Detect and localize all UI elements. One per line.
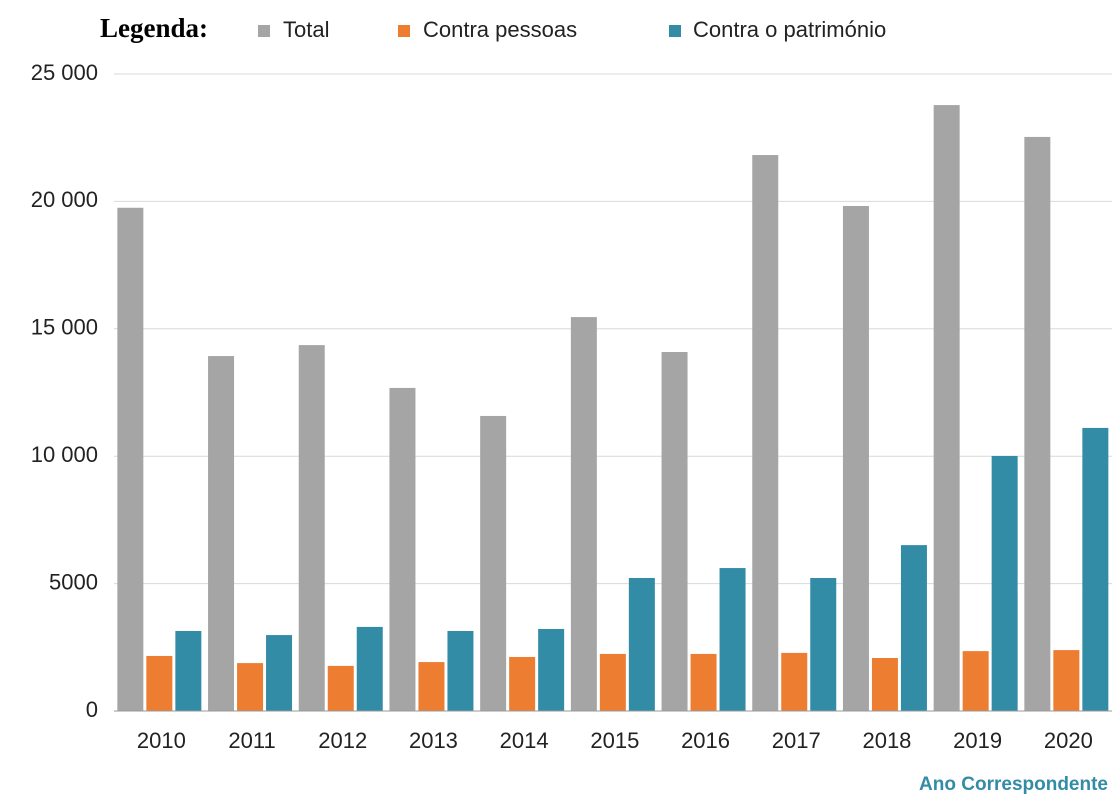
bar xyxy=(599,653,626,711)
legend-label: Total xyxy=(283,17,329,42)
bar xyxy=(327,665,354,711)
x-tick-label: 2019 xyxy=(953,728,1002,753)
x-tick-label: 2017 xyxy=(772,728,821,753)
x-tick-label: 2015 xyxy=(590,728,639,753)
legend-swatch xyxy=(258,25,270,37)
legend-swatch xyxy=(669,25,681,37)
bar xyxy=(538,628,565,711)
legend-swatch xyxy=(398,25,410,37)
bar xyxy=(842,205,869,712)
x-tick-label: 2010 xyxy=(137,728,186,753)
bar xyxy=(871,658,898,711)
bar xyxy=(175,630,202,711)
x-tick-label: 2018 xyxy=(862,728,911,753)
bar xyxy=(389,387,416,711)
bar xyxy=(237,663,264,711)
x-tick-label: 2012 xyxy=(318,728,367,753)
bar xyxy=(1024,136,1051,711)
bar xyxy=(208,356,235,711)
bar xyxy=(933,105,960,712)
bar xyxy=(418,662,445,711)
x-tick-label: 2011 xyxy=(228,728,275,753)
y-tick-label: 20 000 xyxy=(31,187,98,212)
bar xyxy=(661,351,688,711)
bar xyxy=(117,207,144,711)
bar xyxy=(447,630,474,711)
bar xyxy=(298,345,325,711)
legend-label: Contra pessoas xyxy=(423,17,577,42)
y-tick-label: 25 000 xyxy=(31,60,98,85)
legend-title: Legenda: xyxy=(100,13,208,43)
bar xyxy=(146,655,173,711)
bar xyxy=(480,415,507,711)
y-tick-label: 10 000 xyxy=(31,442,98,467)
y-tick-label: 0 xyxy=(86,697,98,722)
bar xyxy=(356,626,383,711)
x-axis-title: Ano Correspondente xyxy=(919,774,1108,795)
y-tick-label: 5000 xyxy=(49,569,98,594)
bar xyxy=(752,155,779,712)
bar xyxy=(570,317,597,711)
bar xyxy=(781,652,808,711)
legend-label: Contra o património xyxy=(693,17,886,42)
bar xyxy=(509,656,536,711)
bar xyxy=(628,577,655,711)
bar xyxy=(1053,650,1080,711)
bar xyxy=(810,577,837,711)
bar xyxy=(991,455,1018,711)
bar xyxy=(1082,427,1109,711)
y-tick-label: 15 000 xyxy=(31,315,98,340)
x-tick-label: 2016 xyxy=(681,728,730,753)
bar xyxy=(690,653,717,711)
bar xyxy=(719,568,746,711)
x-tick-label: 2014 xyxy=(500,728,549,753)
x-tick-label: 2013 xyxy=(409,728,458,753)
bar xyxy=(962,651,989,711)
bar xyxy=(266,635,293,711)
x-tick-label: 2020 xyxy=(1044,728,1093,753)
bar xyxy=(900,545,927,711)
